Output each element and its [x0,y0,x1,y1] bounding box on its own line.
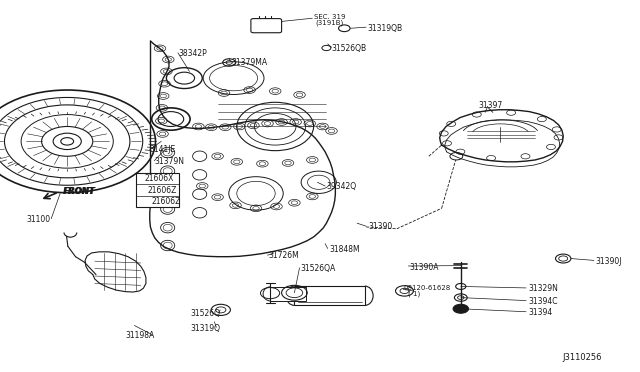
Text: 31319QB: 31319QB [367,24,403,33]
Text: ( 1): ( 1) [408,291,420,297]
Bar [270,287,306,301]
Text: 31379N: 31379N [154,157,184,166]
Text: J3110256: J3110256 [562,353,602,362]
Text: 31390: 31390 [368,222,392,231]
Text: 31526QB: 31526QB [332,44,367,53]
Text: 08120-61628: 08120-61628 [403,285,451,291]
Bar [294,286,365,305]
Text: 39342Q: 39342Q [326,182,356,191]
Text: 31526QA: 31526QA [301,264,336,273]
Text: FRONT: FRONT [64,187,96,196]
Text: 3141JE: 3141JE [150,145,176,154]
Text: 21606Z: 21606Z [151,197,180,206]
Text: FRONT: FRONT [63,187,95,196]
FancyBboxPatch shape [251,19,282,33]
Text: 31198A: 31198A [125,331,155,340]
Circle shape [453,304,468,313]
Text: 31319Q: 31319Q [191,324,221,333]
Text: 38342P: 38342P [178,49,207,58]
Text: 31848M: 31848M [329,245,360,254]
Text: SEC. 319: SEC. 319 [314,14,345,20]
Text: 31394: 31394 [528,308,552,317]
Text: 31390A: 31390A [410,263,439,272]
Text: 31329N: 31329N [528,284,558,293]
Text: 31726M: 31726M [269,251,300,260]
Text: 21606X: 21606X [145,174,174,183]
Text: 31390J: 31390J [595,257,621,266]
Bar [136,173,179,207]
Text: 31397: 31397 [479,101,503,110]
Text: 31100: 31100 [27,215,51,224]
Text: 31526Q: 31526Q [191,309,221,318]
Text: (3191B): (3191B) [315,19,343,26]
Text: 21606Z: 21606Z [148,186,177,195]
Text: 31379MA: 31379MA [232,58,268,67]
Text: 31394C: 31394C [528,297,557,306]
